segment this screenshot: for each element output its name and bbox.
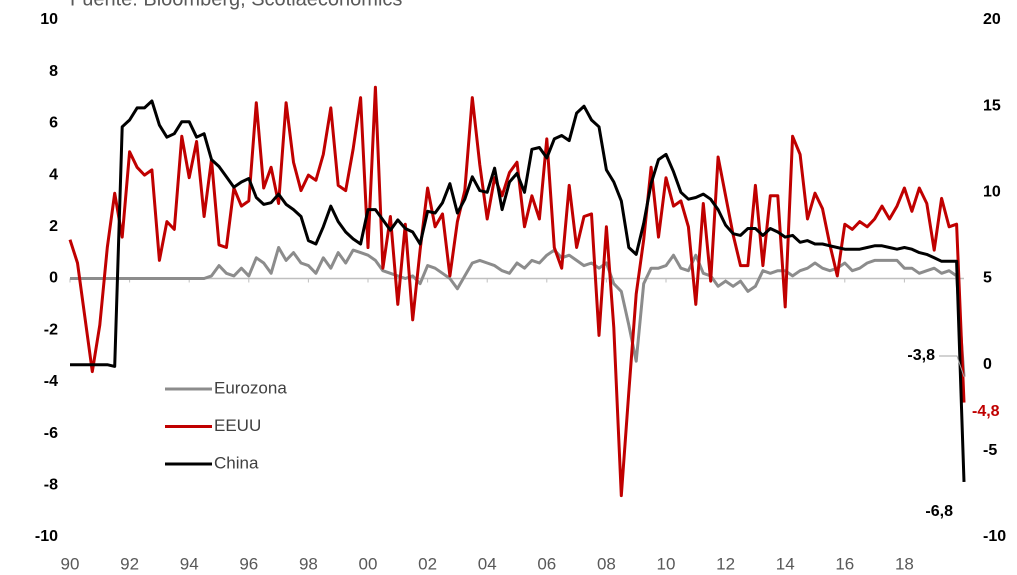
y-tick-label: 2 bbox=[49, 218, 58, 235]
legend-label: EEUU bbox=[214, 416, 261, 435]
y2-tick-label: -5 bbox=[983, 442, 997, 459]
x-tick-label: 98 bbox=[299, 554, 318, 573]
y-tick-label: -6 bbox=[44, 425, 58, 442]
line-series bbox=[68, 85, 966, 498]
x-tick-label: 96 bbox=[239, 554, 258, 573]
data-label: -6,8 bbox=[925, 503, 953, 520]
x-tick-label: 08 bbox=[597, 554, 616, 573]
x-tick-label: 16 bbox=[835, 554, 854, 573]
x-tick-label: 94 bbox=[180, 554, 199, 573]
x-tick-label: 14 bbox=[776, 554, 795, 573]
y-tick-label: -10 bbox=[35, 528, 58, 545]
x-tick-label: 90 bbox=[61, 554, 80, 573]
y2-tick-label: 5 bbox=[983, 270, 992, 287]
legend-label: China bbox=[214, 453, 259, 472]
y-tick-label: -8 bbox=[44, 477, 58, 494]
data-label: -4,8 bbox=[972, 403, 1000, 420]
y2-tick-label: 15 bbox=[983, 97, 1001, 114]
y-tick-label: -2 bbox=[44, 321, 58, 338]
line-series bbox=[70, 99, 966, 482]
y2-tick-label: 10 bbox=[983, 184, 1001, 201]
x-tick-label: 18 bbox=[895, 554, 914, 573]
y-tick-label: -4 bbox=[44, 373, 58, 390]
y-tick-label: 0 bbox=[49, 270, 58, 287]
y-tick-label: 10 bbox=[40, 11, 58, 28]
x-tick-label: 12 bbox=[716, 554, 735, 573]
line-series bbox=[70, 246, 966, 377]
legend-label: Eurozona bbox=[214, 378, 287, 397]
chart-subtitle: Fuente: Bloomberg, Scotiaeconomics bbox=[70, 0, 402, 10]
y2-tick-label: 20 bbox=[983, 11, 1001, 28]
x-tick-label: 02 bbox=[418, 554, 437, 573]
leader-line bbox=[939, 355, 965, 377]
x-tick-label: 10 bbox=[657, 554, 676, 573]
y-tick-label: 4 bbox=[49, 166, 58, 183]
y-tick-label: 6 bbox=[49, 115, 58, 132]
x-tick-label: 04 bbox=[478, 554, 497, 573]
y2-tick-label: 0 bbox=[983, 356, 992, 373]
x-tick-label: 06 bbox=[537, 554, 556, 573]
x-tick-label: 00 bbox=[359, 554, 378, 573]
x-tick-label: 92 bbox=[120, 554, 139, 573]
y-tick-label: 8 bbox=[49, 63, 58, 80]
y2-tick-label: -10 bbox=[983, 528, 1006, 545]
data-label: -3,8 bbox=[907, 347, 935, 364]
